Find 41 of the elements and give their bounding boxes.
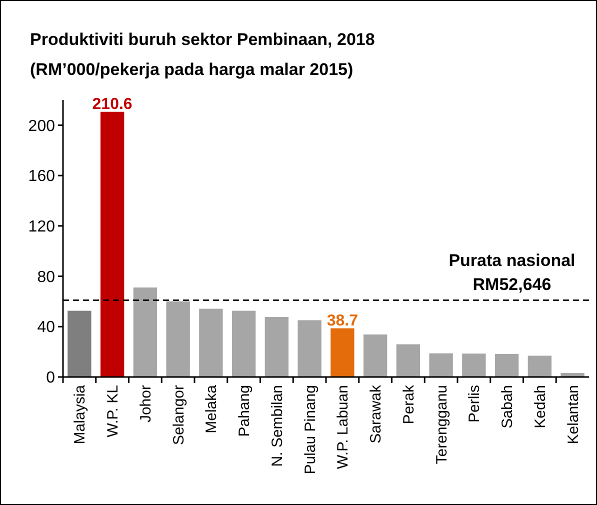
x-tick-label: Pahang: [236, 385, 254, 437]
x-tick-label: Kelantan: [564, 385, 582, 444]
x-tick-label: Malaysia: [72, 384, 89, 444]
x-tick-label: Kedah: [532, 385, 549, 428]
x-tick-label: Sarawak: [368, 384, 385, 444]
x-tick-label: Sabah: [499, 385, 516, 428]
y-tick-label: 200: [28, 118, 56, 135]
bar: [462, 354, 486, 377]
y-tick-label: 120: [28, 218, 56, 236]
bar: [494, 354, 519, 377]
bar: [330, 328, 354, 377]
bar: [100, 112, 124, 377]
x-tick-label: Selangor: [170, 385, 188, 446]
x-tick-label: W.P. KL: [104, 385, 122, 438]
x-tick-label: Melaka: [203, 384, 220, 434]
x-tick-label: Johor: [137, 385, 154, 423]
bar: [363, 334, 388, 377]
bar: [396, 344, 420, 377]
bar: [528, 356, 552, 377]
y-tick-label: 0: [46, 370, 56, 387]
data-label: 38.7: [326, 312, 358, 330]
bar: [68, 310, 92, 377]
x-tick-label: Pulau Pinang: [302, 385, 319, 474]
chart-title: Produktiviti buruh sektor Pembinaan, 2018 (RM’000/pekerja pada harga malar 2015): [30, 30, 375, 79]
y-tick-label: 40: [37, 319, 56, 336]
bar: [133, 287, 158, 377]
bar: [429, 353, 453, 377]
x-tick-label: Perlis: [466, 385, 484, 423]
y-tick-label: 80: [37, 268, 56, 286]
x-tick-label: Terengganu: [433, 385, 450, 464]
bar: [264, 316, 289, 377]
bar: [199, 308, 223, 377]
bar: [232, 310, 256, 377]
bar: [298, 320, 322, 377]
y-tick-label: 160: [28, 168, 56, 186]
bar: [166, 301, 190, 377]
x-tick-label: W.P. Labuan: [334, 385, 352, 469]
ref-line-label: Purata nasional RM52,646: [448, 251, 576, 294]
x-tick-label: N. Sembilan: [268, 385, 286, 467]
data-label: 210.6: [92, 96, 132, 113]
x-tick-label: Perak: [400, 384, 418, 424]
